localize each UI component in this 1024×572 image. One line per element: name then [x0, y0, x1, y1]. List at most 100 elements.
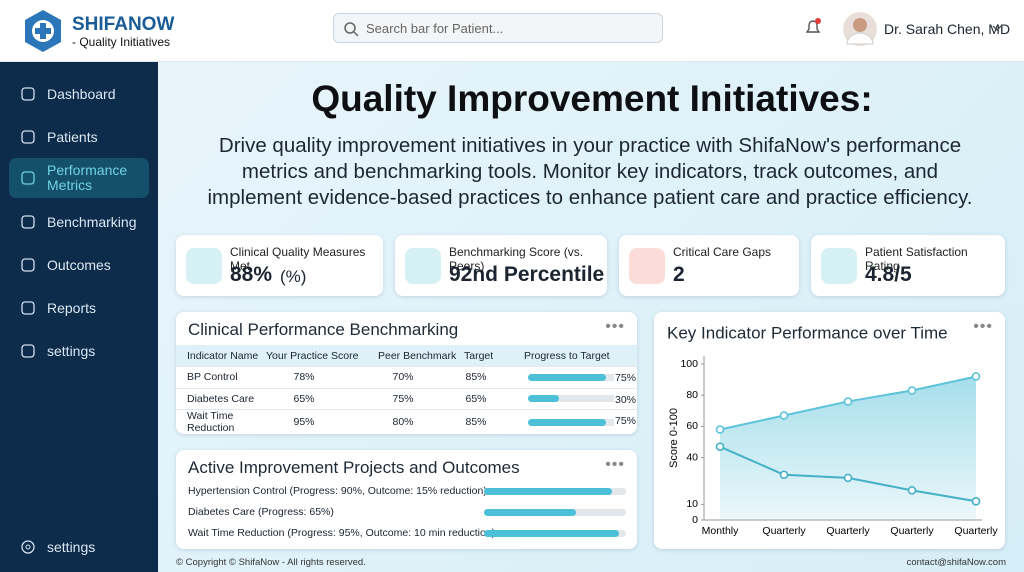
point: [907, 386, 917, 395]
contact: contact@shifaNow.com: [906, 557, 1006, 568]
progress-track: [528, 373, 632, 381]
y-tick-label: 0: [692, 514, 698, 526]
x-tick-label: Quarterly: [890, 525, 934, 537]
progress-cell: 75%: [524, 410, 638, 435]
project-track: [484, 488, 626, 495]
x-tick-label: Quarterly: [762, 525, 806, 537]
column-header: Peer Benchmark: [378, 349, 457, 362]
y-tick-label: 60: [686, 420, 698, 432]
x-tick-label: Quarterly: [954, 525, 998, 537]
x-tick-label: Quarterly: [826, 525, 870, 537]
kpi-label: Clinical Quality Measures Met: [230, 245, 366, 273]
chart-card: ••• Key Indicator Performance over Time …: [654, 312, 1005, 549]
progress-fill: [528, 418, 606, 426]
progress-cell: 30%: [524, 388, 638, 410]
progress-track: [528, 418, 632, 426]
more-menu[interactable]: •••: [973, 318, 993, 335]
progress-track: [528, 395, 632, 403]
nav-label: Benchmarking: [47, 213, 137, 230]
header: SHIFANOW - Quality Initiatives Search ba…: [0, 0, 1024, 62]
benchmark-table: Indicator Name Your Practice Score Peer Be…: [176, 345, 638, 435]
more-menu[interactable]: •••: [605, 318, 625, 335]
kpi-icon: [821, 248, 857, 284]
sidebar: settings Dashboard Patients Performance Me…: [0, 62, 158, 572]
project-name: Hypertension Control (Progress: 90%, Out…: [188, 485, 487, 497]
table-cell: 80%: [392, 416, 414, 428]
project-fill: [484, 488, 612, 495]
table-cell: 65%: [293, 392, 315, 405]
point: [843, 397, 853, 406]
kpi-unit: (%): [280, 267, 307, 286]
area: [720, 376, 976, 520]
search-placeholder: Search bar for Patient...: [366, 21, 504, 36]
table-cell: 65%: [465, 392, 487, 405]
nav-item[interactable]: Performance Metrics: [9, 158, 149, 198]
avatar[interactable]: [843, 12, 877, 46]
nav-item[interactable]: Outcomes: [9, 245, 149, 285]
kpi-label: Benchmarking Score (vs. Peers): [449, 245, 584, 273]
user-name[interactable]: Dr. Sarah Chen, MD: [884, 21, 1011, 37]
point: [779, 411, 789, 420]
more-menu[interactable]: •••: [605, 456, 625, 473]
kpi-value: 4.8/5: [865, 263, 912, 286]
kpi-icon: [405, 248, 441, 284]
nav-label: Reports: [47, 299, 97, 316]
nav-settings-bottom[interactable]: settings: [9, 527, 149, 567]
progress-fill: [528, 373, 606, 381]
nav-label: settings: [47, 539, 96, 555]
table-cell: 75%: [392, 392, 414, 405]
nav-item[interactable]: Reports: [9, 288, 149, 328]
copyright: © Copyright © ShifaNow - All rights rese…: [176, 557, 366, 568]
kpi-label: Critical Care Gaps: [673, 245, 772, 259]
nav-label: Outcomes: [47, 256, 111, 273]
nav-label: settings: [47, 342, 96, 359]
page-title: Quality Improvement Initiatives:: [311, 78, 873, 119]
nav-item[interactable]: Dashboard: [9, 74, 149, 114]
progress-label: 75%: [614, 415, 638, 427]
nav-label: Performance Metrics: [47, 162, 128, 193]
nav-item[interactable]: Patients: [9, 117, 149, 157]
tagline: - Quality Initiatives: [72, 35, 171, 49]
search-bar[interactable]: Search bar for Patient...: [333, 13, 663, 43]
nav-item[interactable]: Benchmarking: [9, 202, 149, 242]
progress-fill: [528, 395, 560, 403]
kpi-value: 88%: [230, 263, 273, 286]
table-cell: 78%: [293, 371, 315, 384]
progress-cell: 75%: [524, 367, 638, 389]
nav-item[interactable]: settings: [9, 331, 149, 371]
table-cell: Diabetes Care: [187, 392, 255, 405]
y-tick-label: 100: [680, 358, 698, 370]
progress-label: 75%: [614, 372, 638, 384]
point: [779, 470, 789, 480]
project-track: [484, 509, 626, 516]
kpi-icon: [629, 248, 665, 284]
brand: SHIFANOW: [72, 14, 175, 35]
table-row: Wait Time Reduction 95% 80% 85% 75%: [176, 409, 638, 435]
table-cell: 85%: [465, 371, 487, 384]
column-header: Target: [464, 349, 494, 362]
point: [843, 473, 853, 483]
column-header: Indicator Name: [187, 349, 259, 362]
point: [715, 442, 725, 451]
kpi-value: 2: [673, 263, 685, 286]
x-tick-label: Monthly: [702, 525, 740, 537]
project-track: [484, 530, 626, 537]
y-axis-label: Score 0-100: [668, 408, 680, 468]
table-cell: 85%: [465, 416, 487, 428]
table-row: Diabetes Care 65% 75% 65% 30%: [176, 388, 638, 410]
card-title: Clinical Performance Benchmarking: [188, 320, 459, 339]
line-chart: Key Indicator Performance over Time Scor…: [667, 323, 998, 537]
y-tick-label: 40: [686, 451, 698, 463]
notification-bell[interactable]: [803, 18, 823, 38]
kpi-icon: [186, 248, 222, 284]
logo: [25, 10, 61, 52]
y-tick-label: 80: [686, 389, 698, 401]
progress-label: 30%: [614, 393, 638, 406]
dropdown-caret[interactable]: [992, 24, 1002, 32]
column-header: Your Practice Score: [266, 349, 359, 362]
point: [971, 372, 981, 381]
benchmark-card: Clinical Performance Benchmarking ••• In…: [176, 312, 638, 435]
y-tick-label: 10: [686, 498, 698, 510]
project-name: Wait Time Reduction (Progress: 95%, Outc…: [188, 527, 496, 539]
